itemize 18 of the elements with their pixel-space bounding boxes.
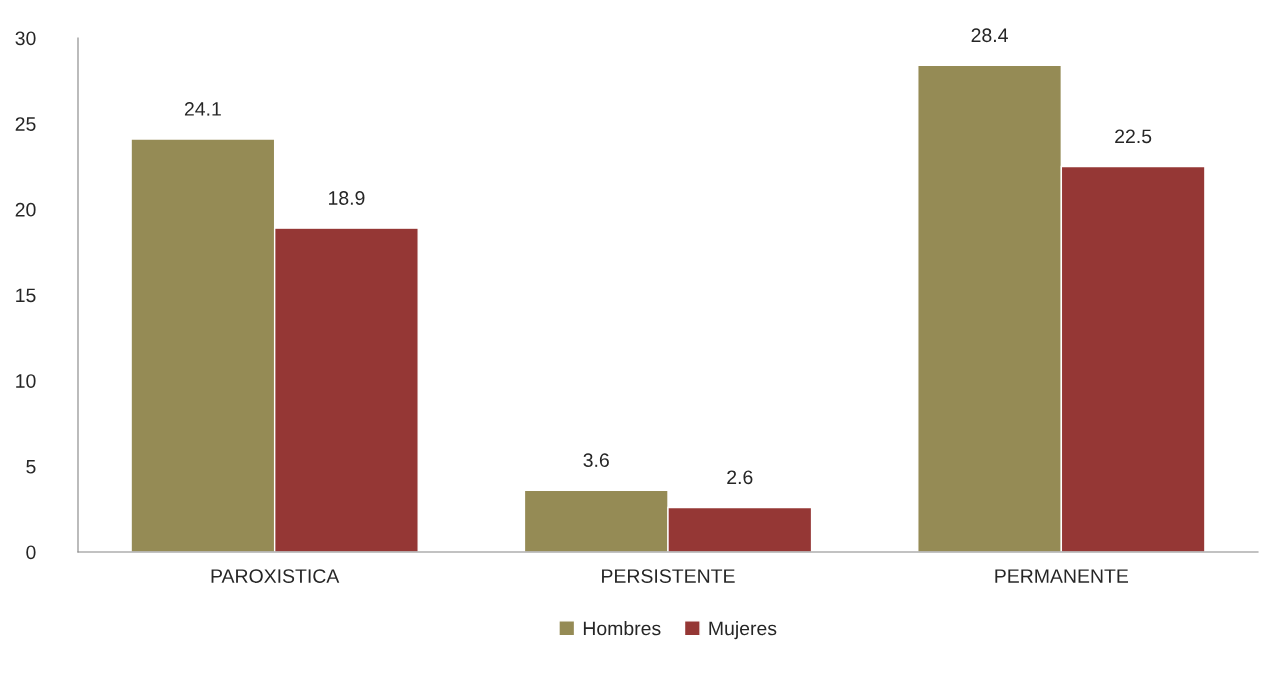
legend-label: Hombres [583,621,661,636]
data-label: 24.1 [184,102,221,116]
x-tick-label: PERSISTENTE [602,569,735,583]
y-tick-label: 15 [16,288,36,303]
y-tick-label: 20 [15,202,36,217]
y-tick-label: 5 [26,460,36,474]
data-label: 18.9 [329,191,365,205]
y-tick-label: 25 [15,117,36,131]
data-label: 22.5 [1115,129,1152,144]
legend-label: Mujeres [709,621,777,640]
data-label: 3.6 [583,453,609,468]
data-label: 2.6 [727,470,753,485]
y-tick-label: 10 [16,374,36,388]
x-tick-label: PAROXISTICA [211,569,340,583]
x-tick-label: PERMANENTE [995,569,1129,583]
y-tick-label: 30 [15,31,36,46]
data-label: 28.4 [971,28,1008,43]
y-tick-label: 0 [26,545,36,560]
